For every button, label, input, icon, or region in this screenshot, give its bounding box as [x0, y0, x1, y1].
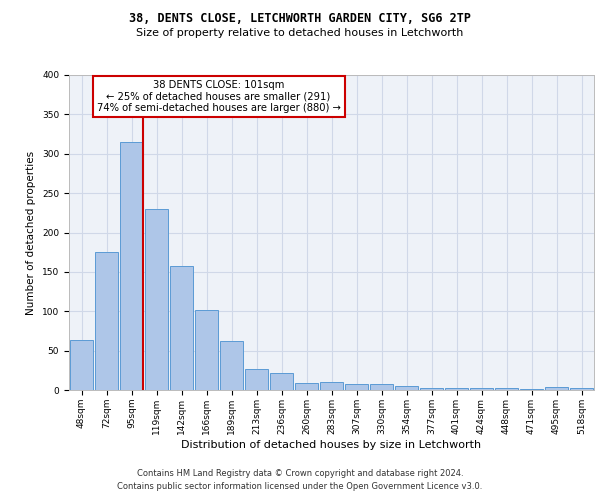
- Bar: [470, 388, 493, 390]
- Bar: [419, 388, 443, 390]
- Bar: [320, 382, 343, 390]
- Bar: [445, 388, 469, 390]
- Bar: [269, 372, 293, 390]
- Text: 38 DENTS CLOSE: 101sqm
← 25% of detached houses are smaller (291)
74% of semi-de: 38 DENTS CLOSE: 101sqm ← 25% of detached…: [97, 80, 341, 113]
- Bar: [220, 341, 244, 390]
- Bar: [170, 266, 193, 390]
- Bar: [370, 384, 394, 390]
- Bar: [545, 387, 568, 390]
- Bar: [119, 142, 143, 390]
- Y-axis label: Number of detached properties: Number of detached properties: [26, 150, 37, 314]
- Bar: [145, 209, 169, 390]
- Bar: [494, 388, 518, 390]
- Bar: [295, 383, 319, 390]
- Text: 38, DENTS CLOSE, LETCHWORTH GARDEN CITY, SG6 2TP: 38, DENTS CLOSE, LETCHWORTH GARDEN CITY,…: [129, 12, 471, 26]
- Bar: [569, 388, 593, 390]
- Bar: [245, 368, 268, 390]
- Bar: [344, 384, 368, 390]
- Bar: [95, 252, 118, 390]
- Bar: [520, 389, 544, 390]
- Text: Contains public sector information licensed under the Open Government Licence v3: Contains public sector information licen…: [118, 482, 482, 491]
- Bar: [194, 310, 218, 390]
- Bar: [70, 340, 94, 390]
- X-axis label: Distribution of detached houses by size in Letchworth: Distribution of detached houses by size …: [181, 440, 482, 450]
- Text: Contains HM Land Registry data © Crown copyright and database right 2024.: Contains HM Land Registry data © Crown c…: [137, 468, 463, 477]
- Bar: [395, 386, 418, 390]
- Text: Size of property relative to detached houses in Letchworth: Size of property relative to detached ho…: [136, 28, 464, 38]
